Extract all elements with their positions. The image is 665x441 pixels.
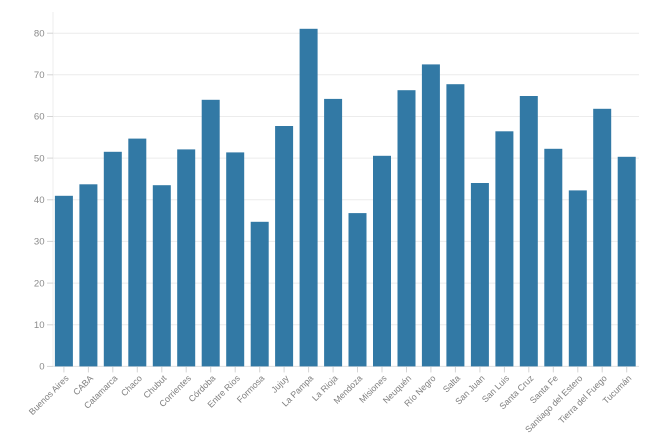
svg-text:80: 80 [34, 28, 45, 39]
svg-text:0: 0 [39, 362, 44, 373]
svg-text:70: 70 [34, 70, 45, 81]
svg-text:20: 20 [34, 278, 45, 289]
svg-text:30: 30 [34, 237, 45, 248]
svg-text:60: 60 [34, 112, 45, 123]
svg-text:40: 40 [34, 195, 45, 206]
svg-text:10: 10 [34, 320, 45, 331]
svg-text:50: 50 [34, 153, 45, 164]
